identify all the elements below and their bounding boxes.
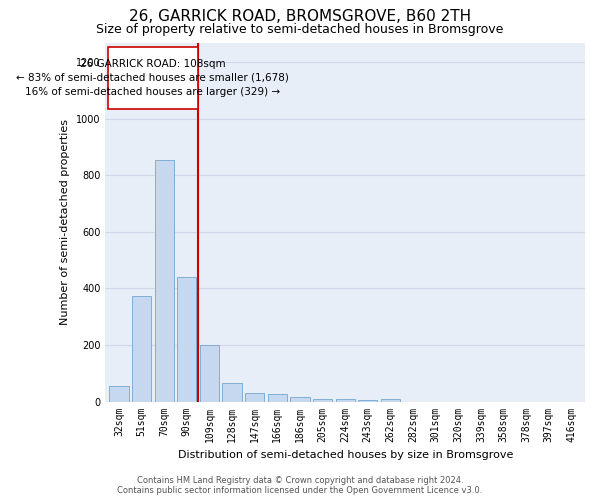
Bar	[290, 398, 310, 402]
Bar	[245, 393, 265, 402]
Text: ← 83% of semi-detached houses are smaller (1,678): ← 83% of semi-detached houses are smalle…	[16, 73, 289, 83]
Text: 26 GARRICK ROAD: 108sqm: 26 GARRICK ROAD: 108sqm	[80, 59, 226, 69]
X-axis label: Distribution of semi-detached houses by size in Bromsgrove: Distribution of semi-detached houses by …	[178, 450, 513, 460]
Y-axis label: Number of semi-detached properties: Number of semi-detached properties	[61, 119, 70, 325]
Bar	[335, 400, 355, 402]
Text: 16% of semi-detached houses are larger (329) →: 16% of semi-detached houses are larger (…	[25, 86, 280, 97]
Bar	[132, 296, 151, 402]
Text: Contains HM Land Registry data © Crown copyright and database right 2024.
Contai: Contains HM Land Registry data © Crown c…	[118, 476, 482, 495]
Text: Size of property relative to semi-detached houses in Bromsgrove: Size of property relative to semi-detach…	[97, 22, 503, 36]
Bar	[177, 277, 196, 402]
Bar	[313, 398, 332, 402]
Text: 26, GARRICK ROAD, BROMSGROVE, B60 2TH: 26, GARRICK ROAD, BROMSGROVE, B60 2TH	[129, 9, 471, 24]
FancyBboxPatch shape	[107, 46, 198, 109]
Bar	[200, 345, 219, 402]
Bar	[223, 383, 242, 402]
Bar	[358, 400, 377, 402]
Bar	[109, 386, 128, 402]
Bar	[155, 160, 174, 402]
Bar	[381, 400, 400, 402]
Bar	[268, 394, 287, 402]
